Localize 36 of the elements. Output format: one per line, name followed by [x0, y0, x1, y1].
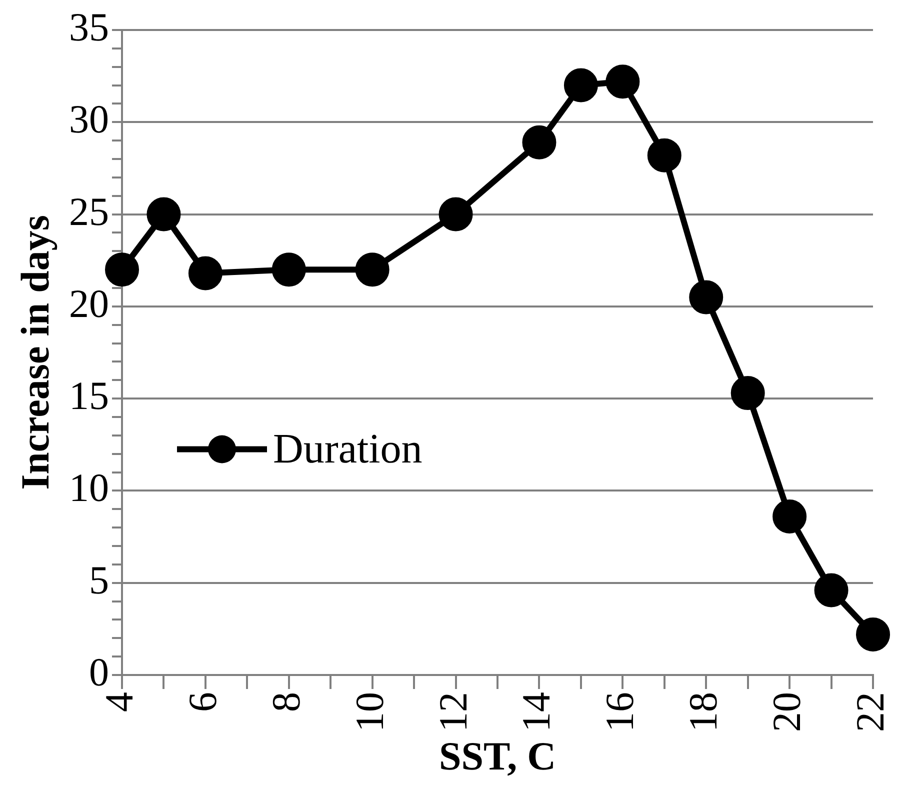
y-tick-label: 5	[89, 557, 109, 602]
point	[522, 125, 556, 160]
point	[647, 138, 682, 172]
point	[438, 197, 473, 232]
point	[689, 280, 724, 314]
point	[146, 197, 181, 232]
y-tick-label: 25	[69, 188, 109, 234]
point	[188, 256, 222, 290]
x-tick-label: 4	[96, 692, 142, 712]
x-tick-label: 18	[680, 692, 726, 732]
point	[355, 252, 390, 287]
x-tick-label: 10	[346, 692, 392, 732]
point	[856, 617, 890, 652]
x-tick-label: 6	[180, 692, 225, 712]
x-tick-label: 22	[848, 692, 892, 732]
point	[105, 252, 139, 287]
point	[272, 252, 306, 287]
point	[730, 376, 765, 410]
point	[814, 573, 848, 608]
y-axis-title: Increase in days	[12, 215, 58, 490]
x-tick-label: 8	[263, 692, 308, 712]
y-tick-label: 15	[69, 373, 109, 418]
y-tick-label: 30	[69, 96, 109, 142]
point	[772, 500, 807, 534]
legend-label: Duration	[273, 426, 422, 472]
x-tick-label: 14	[514, 692, 559, 732]
y-tick-label: 20	[69, 280, 109, 326]
y-tick-label: 10	[69, 465, 109, 510]
y-tick-label: 0	[89, 650, 109, 694]
x-axis-title: SST, C	[438, 733, 556, 778]
point	[606, 64, 640, 99]
x-tick-label: 20	[764, 692, 810, 732]
x-tick-label: 12	[430, 692, 476, 732]
point	[564, 68, 598, 102]
x-tick-label: 16	[597, 692, 642, 732]
y-tick-label: 35	[69, 4, 109, 50]
